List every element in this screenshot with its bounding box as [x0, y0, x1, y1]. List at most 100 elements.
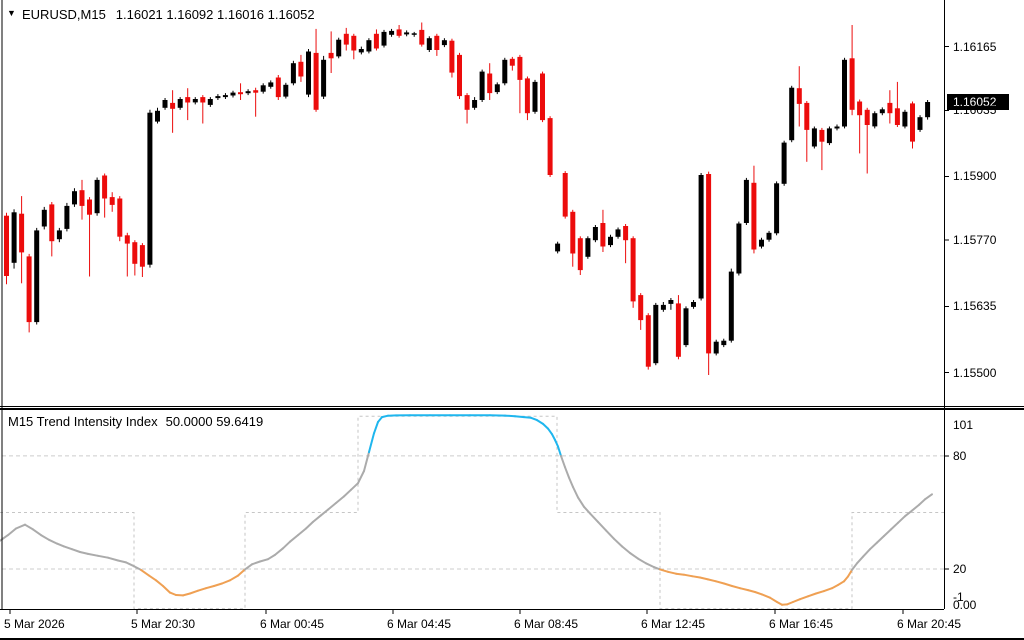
- tii-line-segment: [731, 585, 741, 590]
- chart-title: EURUSD,M15 1.16021 1.16092 1.16016 1.1605…: [22, 7, 315, 22]
- time-axis-label: 6 Mar 16:45: [769, 617, 834, 631]
- candle-body: [494, 84, 500, 93]
- candle-body: [343, 33, 349, 45]
- candle-body: [147, 112, 153, 265]
- price-axis-label: 1.16035: [953, 103, 997, 118]
- candle-body: [623, 226, 629, 241]
- price-axis-label: 1.15770: [953, 233, 997, 248]
- candle-body: [366, 40, 372, 52]
- candle-body: [177, 99, 183, 108]
- candle-body: [600, 223, 606, 247]
- candle-body: [502, 59, 508, 84]
- candle-body: [222, 95, 228, 98]
- candle-body: [185, 97, 191, 103]
- chart-collapse-icon[interactable]: ▼: [7, 8, 16, 18]
- candle-body: [64, 205, 70, 229]
- candle-body: [358, 49, 364, 53]
- candle-body: [660, 304, 666, 310]
- candle-body: [751, 182, 757, 250]
- candle-body: [872, 113, 878, 127]
- candle-body: [124, 235, 130, 244]
- candle-body: [313, 52, 319, 110]
- candle-body: [336, 39, 342, 57]
- tii-line-segment: [297, 527, 307, 537]
- candle-body: [653, 304, 659, 364]
- tii-line-segment: [267, 553, 276, 561]
- time-axis-label: 6 Mar 12:45: [641, 617, 706, 631]
- candle-body: [842, 59, 847, 127]
- tii-line-segment: [536, 419, 544, 425]
- price-axis-label: 1.16165: [953, 39, 997, 54]
- tii-line-segment: [24, 523, 34, 531]
- tii-line-segment: [335, 495, 345, 504]
- candle-body: [864, 109, 870, 125]
- candle-body: [713, 341, 719, 354]
- tii-line-segment: [890, 521, 899, 531]
- tii-line-segment: [637, 557, 647, 565]
- candle-body: [902, 111, 908, 127]
- tii-line-segment: [381, 414, 389, 419]
- indicator-axis-label: 20: [953, 562, 967, 576]
- time-axis-label: 5 Mar 20:30: [131, 617, 196, 631]
- tii-line-segment: [327, 502, 337, 511]
- candle-body: [215, 96, 221, 99]
- candle-body: [94, 179, 100, 214]
- candle-body: [721, 340, 727, 346]
- candle-body: [11, 212, 17, 263]
- candle-body: [109, 197, 115, 205]
- candle-body: [547, 118, 553, 175]
- tii-line-segment: [40, 534, 50, 541]
- tii-line-segment: [162, 585, 171, 594]
- tii-line-segment: [282, 540, 291, 550]
- tii-line-segment: [87, 552, 99, 557]
- tii-line-segment: [792, 598, 801, 603]
- tii-line-segment: [377, 416, 383, 423]
- candle-body: [706, 174, 712, 354]
- candle-body: [268, 82, 274, 87]
- tii-line-segment: [32, 528, 42, 537]
- tii-line-segment: [542, 422, 549, 430]
- candle-body: [728, 271, 734, 341]
- candle-body: [283, 84, 289, 97]
- candle-body: [759, 239, 764, 247]
- candle-body: [691, 302, 696, 307]
- tii-line-segment: [897, 515, 906, 524]
- tii-line-segment: [883, 528, 892, 537]
- candle-body: [464, 95, 470, 110]
- tii-line-segment: [831, 584, 839, 590]
- tii-line-segment: [0, 534, 9, 542]
- candle-body: [774, 183, 780, 234]
- candle-body: [155, 110, 160, 122]
- tii-line-segment: [572, 486, 579, 499]
- tii-line-segment: [691, 575, 701, 579]
- candle-body: [562, 173, 568, 217]
- candle-body: [894, 108, 900, 125]
- tii-line-segment: [79, 551, 89, 555]
- tii-line-segment: [530, 416, 538, 422]
- tii-line-segment: [133, 565, 142, 571]
- candle-body: [449, 40, 455, 73]
- tii-line-segment: [547, 427, 553, 436]
- tii-line-segment: [312, 514, 322, 523]
- candle-body: [298, 61, 304, 77]
- tii-line-segment: [823, 587, 833, 593]
- candle-body: [675, 303, 681, 357]
- candle-body: [373, 33, 379, 49]
- tii-line-segment: [747, 589, 756, 593]
- tii-line-segment: [597, 520, 607, 532]
- candle-body: [532, 81, 538, 112]
- tii-line-segment: [613, 537, 623, 548]
- tii-line-segment: [148, 574, 157, 582]
- candle-body: [811, 128, 817, 147]
- tii-line-segment: [251, 560, 261, 566]
- tii-line-segment: [350, 482, 359, 491]
- tii-line-segment: [221, 579, 231, 585]
- candle-body: [170, 102, 176, 109]
- tii-line-segment: [557, 445, 562, 457]
- candle-body: [925, 102, 931, 118]
- tii-line-segment: [229, 574, 239, 582]
- tii-line-segment: [320, 508, 329, 517]
- tii-line-segment: [363, 451, 370, 472]
